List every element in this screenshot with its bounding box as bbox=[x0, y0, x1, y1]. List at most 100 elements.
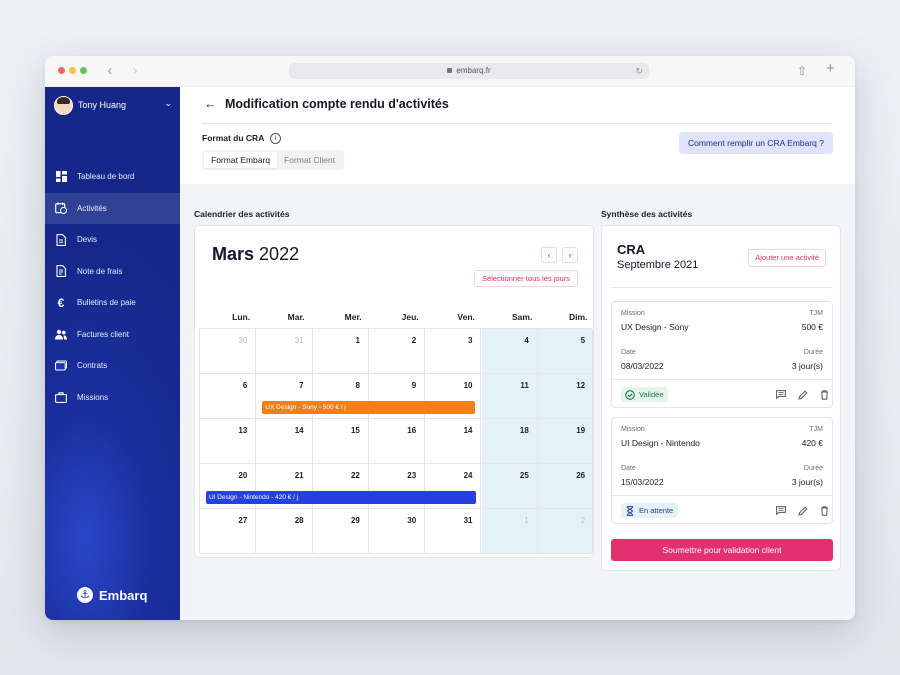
calendar-day-cell[interactable]: 2 bbox=[368, 329, 426, 374]
embarq-logo: ⚓ Embarq bbox=[77, 587, 147, 603]
close-window-button[interactable] bbox=[58, 67, 65, 74]
comment-icon[interactable] bbox=[775, 389, 786, 400]
weekday-label: Mer. bbox=[344, 312, 362, 322]
sidebar-item-note-de-frais[interactable]: Note de frais bbox=[45, 256, 180, 288]
mission-card: Mission UX Design - Sony TJM 500 € Date … bbox=[611, 301, 833, 408]
calendar-day-cell[interactable]: 19 bbox=[537, 419, 592, 464]
edit-icon[interactable] bbox=[797, 505, 808, 516]
summary-card: CRA Septembre 2021 Ajouter une activité … bbox=[601, 225, 841, 571]
calendar-day-cell[interactable]: 11 bbox=[481, 374, 538, 419]
trash-icon[interactable] bbox=[819, 505, 830, 516]
page-title: Modification compte rendu d'activités bbox=[225, 97, 449, 111]
next-month-button[interactable]: › bbox=[562, 247, 578, 263]
calendar-day-cell[interactable]: 30 bbox=[369, 509, 426, 553]
day-number: 23 bbox=[407, 471, 417, 480]
sidebar-item-missions[interactable]: Missions bbox=[45, 382, 180, 414]
calendar-event-bar[interactable]: UX Design - Sony - 500 € / j bbox=[262, 401, 476, 414]
sidebar-item-factures-client[interactable]: Factures client bbox=[45, 319, 180, 351]
day-number: 12 bbox=[576, 381, 586, 390]
calendar-day-cell[interactable]: 20 bbox=[200, 464, 257, 509]
minimize-window-button[interactable] bbox=[69, 67, 76, 74]
info-icon[interactable]: i bbox=[270, 133, 281, 144]
calendar-day-cell[interactable]: 2 bbox=[537, 509, 592, 553]
sidebar-item-label: Missions bbox=[77, 392, 109, 402]
lock-icon bbox=[447, 68, 453, 73]
weekday-label: Dim. bbox=[568, 312, 588, 322]
calendar-day-cell[interactable]: 23 bbox=[368, 464, 426, 509]
calendar-grid: 30 31 1 2 3 4 5 6 7 8 9 10 11 12 13 14 15 16 14 18 19 20 21 22 2… bbox=[199, 328, 593, 554]
calendar-day-cell[interactable]: 3 bbox=[425, 329, 482, 374]
divider bbox=[612, 495, 832, 496]
weekday-label: Sam. bbox=[511, 312, 533, 322]
calendar-day-cell[interactable]: 26 bbox=[537, 464, 592, 509]
mission-card: Mission UI Design - Nintendo TJM 420 € D… bbox=[611, 417, 833, 524]
calendar-event-bar[interactable]: UI Design - Nintendo - 420 € / j bbox=[206, 491, 476, 504]
calendar-day-cell[interactable]: 10 bbox=[425, 374, 482, 419]
calendar-day-cell[interactable]: 12 bbox=[537, 374, 592, 419]
trash-icon[interactable] bbox=[819, 389, 830, 400]
day-number: 10 bbox=[463, 381, 473, 390]
date-value: 15/03/2022 bbox=[621, 477, 664, 487]
calendar-day-cell[interactable]: 29 bbox=[313, 509, 369, 553]
comment-icon[interactable] bbox=[775, 505, 786, 516]
duration-label: Durée bbox=[803, 349, 823, 356]
sidebar-item-bulletins-de-paie[interactable]: € Bulletins de paie bbox=[45, 287, 180, 319]
sidebar-item-activites[interactable]: Activités bbox=[45, 192, 180, 224]
calendar-day-cell[interactable]: 28 bbox=[256, 509, 313, 553]
calendar-day-cell[interactable]: 4 bbox=[481, 329, 538, 374]
reload-icon[interactable]: ↻ bbox=[635, 66, 643, 76]
weekday-label: Jeu. bbox=[401, 312, 419, 322]
user-menu[interactable]: Tony Huang ⌄ bbox=[54, 96, 172, 116]
day-number: 27 bbox=[238, 516, 248, 525]
back-nav-icon[interactable]: ‹ bbox=[107, 62, 113, 79]
prev-month-button[interactable]: ‹ bbox=[541, 247, 557, 263]
calendar-day-cell[interactable]: 31 bbox=[256, 329, 313, 374]
mission-name: UX Design - Sony bbox=[621, 322, 689, 332]
new-tab-icon[interactable]: + bbox=[826, 60, 835, 77]
day-number: 22 bbox=[350, 471, 360, 480]
submit-validation-button[interactable]: Soumettre pour validation client bbox=[611, 539, 833, 561]
sidebar-item-tableau-de-bord[interactable]: Tableau de bord bbox=[45, 161, 180, 193]
sidebar-item-devis[interactable]: Devis bbox=[45, 224, 180, 256]
calendar-day-cell[interactable]: 14 bbox=[425, 419, 482, 464]
tjm-label: TJM bbox=[809, 426, 823, 433]
calendar-day-cell[interactable]: 31 bbox=[425, 509, 482, 553]
brand-name: Embarq bbox=[99, 587, 148, 603]
divider bbox=[611, 287, 833, 288]
calendar-day-cell[interactable]: 6 bbox=[200, 374, 257, 419]
mission-label: Mission bbox=[621, 310, 645, 317]
share-icon[interactable]: ⇧ bbox=[797, 64, 808, 78]
calendar-day-cell[interactable]: 30 bbox=[200, 329, 257, 374]
calendar-day-cell[interactable]: 13 bbox=[200, 419, 257, 464]
forward-nav-icon[interactable]: › bbox=[132, 62, 138, 79]
calendar-day-cell[interactable]: 22 bbox=[312, 464, 369, 509]
calendar-day-cell[interactable]: 21 bbox=[256, 464, 313, 509]
back-arrow-icon[interactable]: ← bbox=[204, 96, 217, 111]
maximize-window-button[interactable] bbox=[80, 67, 87, 74]
edit-icon[interactable] bbox=[797, 389, 808, 400]
help-button[interactable]: Comment remplir un CRA Embarq ? bbox=[678, 132, 833, 154]
address-bar[interactable]: embarq.fr ↻ bbox=[289, 63, 649, 79]
browser-titlebar: ‹ › embarq.fr ↻ ⇧ + bbox=[45, 56, 855, 87]
calendar-day-cell[interactable]: 18 bbox=[481, 419, 538, 464]
sidebar: Tony Huang ⌄ Tableau de bord Activités bbox=[45, 87, 180, 620]
calendar-day-cell[interactable]: 15 bbox=[312, 419, 369, 464]
calendar-day-cell[interactable]: 7 bbox=[256, 374, 313, 419]
calendar-day-cell[interactable]: 24 bbox=[425, 464, 482, 509]
calendar-day-cell[interactable]: 8 bbox=[312, 374, 369, 419]
select-all-days-button[interactable]: Sélectionner tous les jours bbox=[474, 270, 578, 287]
calendar-day-cell[interactable]: 1 bbox=[481, 509, 538, 553]
format-client-tab[interactable]: Format Client bbox=[284, 155, 336, 165]
calendar-day-cell[interactable]: 14 bbox=[256, 419, 313, 464]
format-embarq-tab[interactable]: Format Embarq bbox=[204, 152, 278, 168]
document-icon bbox=[55, 233, 67, 246]
calendar-day-cell[interactable]: 5 bbox=[537, 329, 592, 374]
add-activity-button[interactable]: Ajouter une activité bbox=[748, 249, 826, 267]
calendar-day-cell[interactable]: 27 bbox=[200, 509, 257, 553]
calendar-day-cell[interactable]: 16 bbox=[368, 419, 426, 464]
calendar-day-cell[interactable]: 25 bbox=[481, 464, 538, 509]
sidebar-item-contrats[interactable]: Contrats bbox=[45, 350, 180, 382]
calendar-day-cell[interactable]: 9 bbox=[368, 374, 426, 419]
receipt-icon bbox=[55, 265, 67, 278]
calendar-day-cell[interactable]: 1 bbox=[312, 329, 369, 374]
